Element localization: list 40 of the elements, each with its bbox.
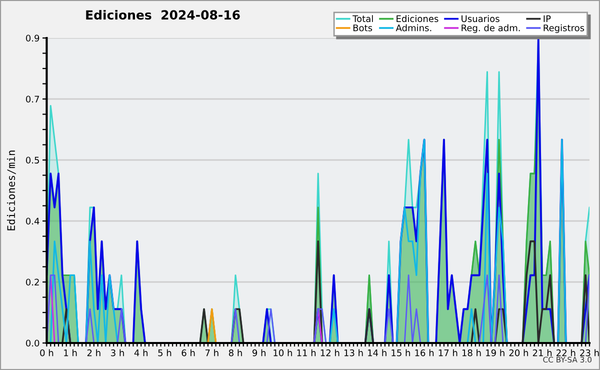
x-tick-label: 5 h [158,349,172,356]
legend-label: Bots [353,24,372,32]
x-tick-label: 21 h [532,349,552,356]
x-tick-label: 19 h [486,349,504,356]
y-axis-title: Ediciones/min [6,150,16,230]
x-tick-label: 18 h [462,349,481,356]
x-tick-label: 6 h [182,349,195,356]
legend-label: Registros [544,24,584,34]
y-tick-label: 0.7 [26,96,39,103]
legend-label: Admins. [396,24,432,32]
x-tick-label: 3 h [111,349,124,356]
x-tick-label: 16 h [415,349,434,356]
y-tick-label: 0.0 [26,340,40,347]
x-tick-label: 2 h [87,349,100,356]
y-tick-label: 0.5 [26,156,39,164]
x-tick-label: 11 h [297,349,316,356]
x-tick-label: 15 h [392,349,410,356]
x-tick-label: 9 h [252,349,266,356]
legend-label: Total [352,15,373,22]
x-tick-label: 7 h [205,349,218,356]
x-tick-label: 23 h [580,349,599,356]
legend-label: Ediciones [396,15,438,22]
x-tick-label: 20 h [509,349,528,356]
x-tick-label: 0 h [40,349,54,356]
x-tick-label: 17 h [438,349,458,356]
x-tick-label: 8 h [228,349,242,356]
y-tick-label: 0.9 [26,34,40,42]
legend-label: IP [544,15,551,22]
x-tick-label: 22 h [556,349,576,356]
x-tick-label: 4 h [134,349,148,356]
x-tick-label: 14 h [368,349,386,356]
y-tick-label: 0.4 [26,218,40,225]
x-tick-label: 1 h [64,349,77,356]
chart-title: Ediciones 2024-08-16 [86,10,240,20]
legend-label: Reg. de adm. [462,24,520,34]
x-tick-label: 10 h [274,349,292,356]
legend-label: Usuarios [462,15,500,22]
x-tick-label: 13 h [344,349,363,356]
x-tick-label: 12 h [320,349,340,356]
y-tick-label: 0.2 [26,278,39,286]
